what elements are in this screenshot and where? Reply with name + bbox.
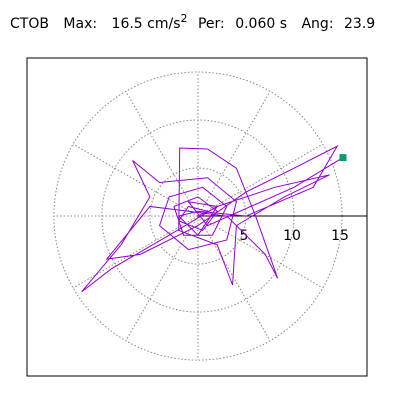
end-marker — [339, 154, 347, 162]
r-tick-label: 5 — [240, 228, 249, 244]
grid-spoke — [197, 215, 271, 341]
station: CTOB — [10, 16, 49, 32]
ang-value: 23.9 — [344, 16, 375, 32]
plot-frame — [26, 57, 368, 377]
max-label: Max: — [63, 16, 97, 32]
max-value: 16.5 cm/s — [112, 16, 181, 32]
grid-spoke — [125, 215, 199, 341]
grid-spoke — [72, 143, 199, 217]
grid-spoke — [197, 143, 323, 217]
grid-spoke — [197, 91, 271, 217]
chart-title: CTOB Max: 16.5 cm/s2 Per: 0.060 s Ang: 2… — [10, 10, 375, 32]
ang-label: Ang: — [301, 16, 333, 32]
per-label: Per: — [198, 16, 225, 32]
trajectory — [81, 144, 344, 293]
max-exponent: 2 — [181, 12, 188, 25]
grid-spoke — [125, 91, 199, 217]
r-tick-label: 15 — [331, 228, 349, 244]
r-tick-label: 10 — [283, 228, 301, 244]
grid-spoke — [197, 215, 323, 289]
per-value: 0.060 s — [235, 16, 287, 32]
grid-spoke — [72, 215, 199, 289]
